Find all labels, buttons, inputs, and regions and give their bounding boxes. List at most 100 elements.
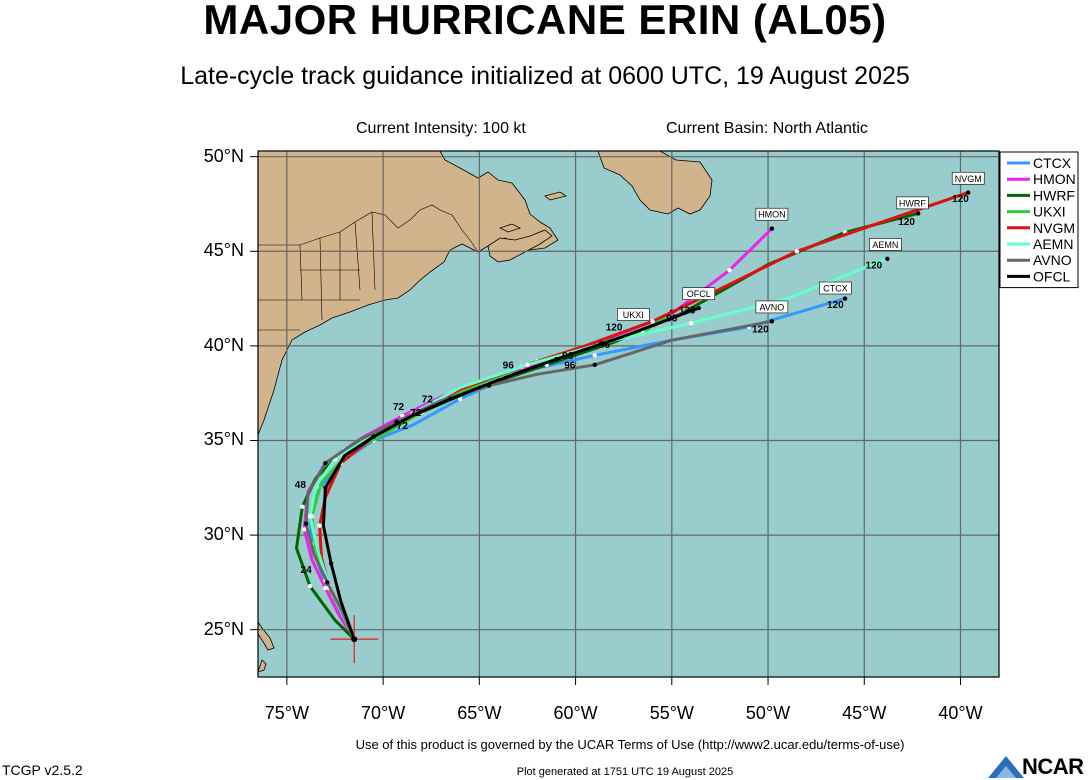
current-position-marker	[330, 615, 379, 664]
anticosti-land	[544, 191, 567, 201]
hour-label: 120	[866, 260, 883, 271]
axis-ticks	[250, 156, 962, 685]
map-subtitle: Late-cycle track guidance initialized at…	[180, 62, 910, 90]
legend-label-hwrf: HWRF	[1033, 187, 1075, 203]
generated-text: Plot generated at 1751 UTC 19 August 202…	[516, 766, 734, 778]
track-point	[592, 353, 598, 358]
y-tick-label: 35°N	[203, 429, 244, 450]
hour-label: 120	[827, 300, 844, 311]
current-basin: Current Basin: North Atlantic	[666, 120, 868, 137]
x-tick-label: 65°W	[457, 703, 502, 723]
track-point	[727, 268, 732, 273]
end-label-box	[617, 308, 650, 321]
track-point	[371, 434, 376, 439]
end-label-ctcx: CTCX	[823, 284, 848, 294]
track-point	[885, 256, 890, 262]
legend-box	[999, 151, 1079, 289]
track-point	[592, 362, 598, 368]
y-tick-label: 50°N	[203, 145, 244, 166]
track-point	[325, 580, 330, 585]
pei-land	[498, 223, 522, 233]
x-tick-label: 70°W	[360, 703, 406, 723]
legend-label-ctcx: CTCX	[1033, 155, 1072, 171]
track-point	[915, 211, 921, 216]
track-point	[650, 319, 655, 324]
legend-label-hmon: HMON	[1033, 171, 1076, 187]
legend-label-avno: AVNO	[1033, 252, 1072, 268]
nova-scotia-land	[487, 229, 553, 263]
end-label-box	[755, 300, 789, 314]
hour-label: 120	[679, 306, 696, 317]
end-label-hwrf: HWRF	[899, 198, 926, 208]
track-point	[301, 527, 307, 532]
track-point	[696, 305, 701, 311]
track-point	[554, 356, 559, 362]
hour-label: 120	[752, 325, 769, 336]
model-tracks	[295, 190, 971, 641]
hour-label: 96	[503, 361, 515, 372]
map-title: MAJOR HURRICANE ERIN (AL05)	[203, 0, 887, 43]
track-point	[303, 521, 309, 526]
track-point	[448, 396, 453, 402]
forecast-hour-labels: 9612072481207296120721201209696120247296…	[295, 194, 970, 576]
track-point	[328, 561, 334, 566]
x-tick-label: 50°W	[745, 703, 791, 723]
hour-label: 72	[393, 402, 405, 413]
x-tick-label: 75°W	[264, 703, 309, 723]
track-point	[323, 460, 328, 466]
track-point	[323, 585, 328, 591]
y-tick-label: 40°N	[203, 334, 244, 355]
track-point	[794, 249, 800, 254]
hour-label: 120	[898, 217, 915, 228]
end-label-aemn: AEMN	[872, 240, 898, 250]
legend-label-nvgm: NVGM	[1033, 220, 1075, 236]
end-label-hmon: HMON	[758, 210, 786, 220]
track-point	[966, 190, 971, 195]
x-tick-label: 60°W	[553, 703, 598, 723]
plot-frame	[257, 150, 1000, 678]
x-tick-label: 45°W	[842, 703, 887, 723]
hour-label: 96	[666, 313, 678, 324]
terms-of-use-text: Use of this product is governed by the U…	[355, 737, 905, 752]
end-label-box	[819, 281, 852, 295]
track-point	[769, 226, 775, 231]
end-label-box	[951, 171, 985, 185]
hour-label: 72	[422, 395, 434, 406]
marker-center	[351, 636, 358, 643]
ncar-logo-icon	[988, 756, 1024, 778]
newfoundland-land	[597, 151, 713, 215]
hour-label: 72	[397, 421, 409, 432]
end-label-box	[682, 287, 716, 300]
track-point	[307, 513, 313, 519]
hour-label: 120	[952, 194, 969, 205]
track-point	[307, 583, 313, 589]
track-point	[525, 362, 530, 368]
x-tick-label: 55°W	[649, 703, 694, 723]
ncar-logo-text: NCAR	[1022, 754, 1084, 779]
end-label-avno: AVNO	[759, 302, 784, 312]
legend-label-ukxi: UKXI	[1033, 204, 1066, 220]
track-point	[769, 319, 775, 324]
bahamas-land	[258, 659, 267, 673]
hour-label: 48	[295, 480, 307, 491]
north-america-land	[258, 151, 559, 436]
track-point	[317, 523, 322, 528]
y-tick-label: 30°N	[203, 524, 244, 545]
end-label-ukxi: UKXI	[623, 310, 644, 320]
end-label-ofcl: OFCL	[687, 289, 711, 299]
track-point	[323, 485, 328, 490]
end-label-box	[869, 238, 902, 251]
hour-label: 24	[301, 565, 313, 576]
track-point	[842, 296, 848, 301]
legend-label-aemn: AEMN	[1033, 236, 1073, 252]
legend-label-ofcl: OFCL	[1033, 268, 1071, 284]
hour-label: 120	[606, 323, 623, 334]
hour-label: 72	[410, 408, 422, 419]
y-tick-label: 25°N	[203, 618, 244, 639]
end-label-box	[755, 207, 789, 221]
lat-lon-grid	[258, 151, 999, 677]
end-label-box	[896, 196, 929, 210]
track-point	[688, 320, 694, 326]
land-masses	[258, 151, 713, 673]
